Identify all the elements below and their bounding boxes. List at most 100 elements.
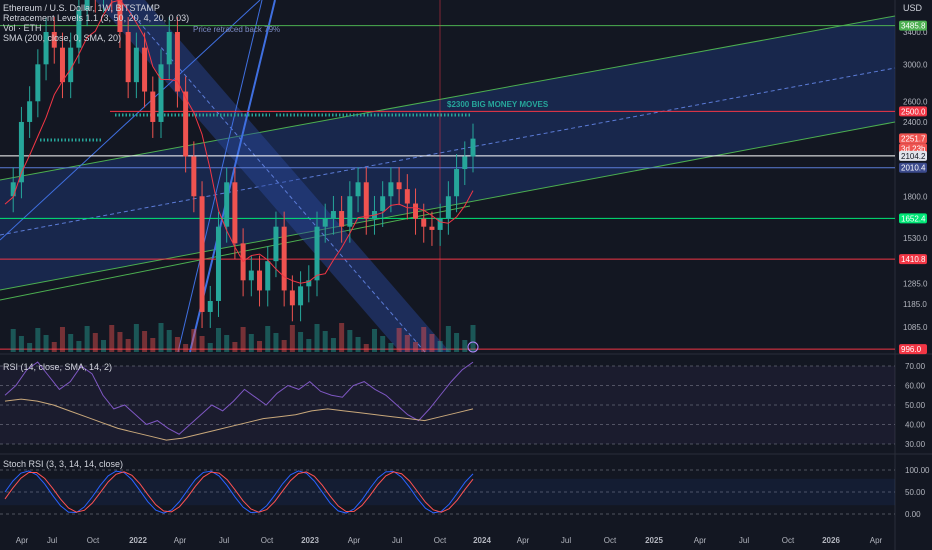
volume-bar	[191, 329, 197, 352]
candle-body	[76, 10, 82, 48]
volume-bar	[232, 342, 238, 352]
candle-body	[232, 182, 238, 244]
time-tick: Jul	[739, 536, 749, 545]
candle-body	[429, 226, 435, 230]
retracement-legend[interactable]: Retracement Levels 1.1 (3, 50, 20, 4, 20…	[3, 13, 190, 23]
volume-bar	[273, 333, 279, 352]
candle-body	[454, 169, 460, 197]
candle-body	[347, 196, 353, 227]
price-tag	[899, 344, 927, 355]
volume-bar	[84, 326, 90, 352]
volume-bar	[265, 326, 271, 352]
volume-legend[interactable]: Vol · ETH	[3, 23, 42, 33]
price-tag-label: 2251.7	[901, 134, 926, 143]
time-tick: Apr	[174, 536, 187, 545]
candle-body	[273, 226, 279, 262]
time-tick: Oct	[87, 536, 100, 545]
candle-body	[257, 270, 263, 291]
candle-body	[248, 270, 254, 281]
candle-body	[27, 101, 33, 122]
volume-bar	[27, 343, 33, 352]
price-tag	[899, 106, 927, 117]
price-tick: 2400.0	[903, 118, 928, 127]
price-tag-label: 3d 23h	[901, 144, 925, 153]
candle-body	[183, 91, 189, 157]
volume-bar	[133, 324, 139, 352]
candle-body	[207, 300, 213, 312]
candle-body	[396, 182, 402, 190]
volume-bar	[142, 331, 148, 352]
price-tick: 1800.0	[903, 192, 928, 201]
symbol-title[interactable]: Ethereum / U.S. Dollar, 1W, BITSTAMP	[3, 3, 160, 13]
volume-bar	[18, 336, 24, 352]
candle-body	[322, 218, 328, 227]
channel-upper-line	[0, 15, 896, 181]
price-tag-label: 1410.8	[901, 255, 926, 264]
time-tick: 2022	[129, 536, 147, 545]
candle-body	[339, 211, 345, 227]
volume-bar	[199, 336, 205, 352]
retrace-annotation: Price retraced back 79%	[193, 25, 281, 34]
stoch-rsi-legend[interactable]: Stoch RSI (3, 3, 14, 14, close)	[3, 459, 124, 469]
price-tag-label: 1652.4	[901, 214, 926, 223]
volume-bar	[240, 327, 246, 352]
volume-bar	[330, 338, 336, 352]
sma-legend[interactable]: SMA (200, close, 0, SMA, 20)	[3, 33, 122, 43]
stoch-tick: 100.00	[905, 466, 930, 475]
price-tick: 1530.0	[903, 234, 928, 243]
candle-body	[174, 32, 180, 92]
time-tick: Oct	[261, 536, 274, 545]
volume-bar	[150, 338, 156, 352]
rsi-line	[4, 361, 474, 435]
time-tick: Oct	[434, 536, 447, 545]
volume-bar	[437, 341, 443, 352]
candle-body	[10, 182, 16, 197]
volume-bar	[158, 323, 164, 352]
volume-bar	[174, 337, 180, 352]
time-tick: 2023	[301, 536, 319, 545]
candle-body	[150, 91, 156, 122]
volume-bar	[347, 330, 353, 352]
volume-bar	[396, 328, 402, 352]
rsi-tick: 30.00	[905, 440, 926, 449]
price-tag	[899, 133, 927, 144]
volume-bar	[35, 328, 41, 352]
price-tick: 3000.0	[903, 60, 928, 69]
candle-body	[191, 156, 197, 197]
candle-body	[35, 64, 41, 102]
stoch-tick: 50.00	[905, 488, 926, 497]
volume-bar	[363, 344, 369, 352]
volume-bar	[117, 332, 123, 352]
volume-bar	[355, 337, 361, 352]
candle-body	[59, 47, 65, 83]
candle-body	[413, 203, 419, 219]
volume-bar	[248, 334, 254, 352]
volume-bar	[371, 329, 377, 352]
event-marker-icon	[467, 341, 479, 353]
time-tick: Apr	[694, 536, 707, 545]
volume-bar	[215, 328, 221, 352]
time-tick: Apr	[517, 536, 530, 545]
volume-bar	[281, 340, 287, 352]
diag-trend-line	[0, 0, 261, 241]
candle-body	[133, 47, 139, 83]
volume-bar	[314, 324, 320, 352]
rsi-legend[interactable]: RSI (14, close, SMA, 14, 2)	[3, 362, 113, 372]
volume-bar	[421, 327, 427, 352]
volume-bar	[462, 340, 468, 352]
price-tag-label: 2104.2	[901, 152, 926, 161]
rsi-tick: 60.00	[905, 382, 926, 391]
price-tick: 3400.0	[903, 28, 928, 37]
volume-bar	[388, 343, 394, 352]
volume-bar	[10, 329, 16, 352]
sma-line	[4, 0, 474, 284]
rsi-ma-line	[4, 398, 474, 441]
time-tick: 2024	[473, 536, 491, 545]
steep-trend-line	[177, 0, 263, 353]
candle-body	[355, 182, 361, 197]
currency-label[interactable]: USD	[902, 3, 922, 13]
price-tick: 1285.0	[903, 279, 928, 288]
time-tick: Apr	[16, 536, 29, 545]
time-tick: Jul	[219, 536, 229, 545]
